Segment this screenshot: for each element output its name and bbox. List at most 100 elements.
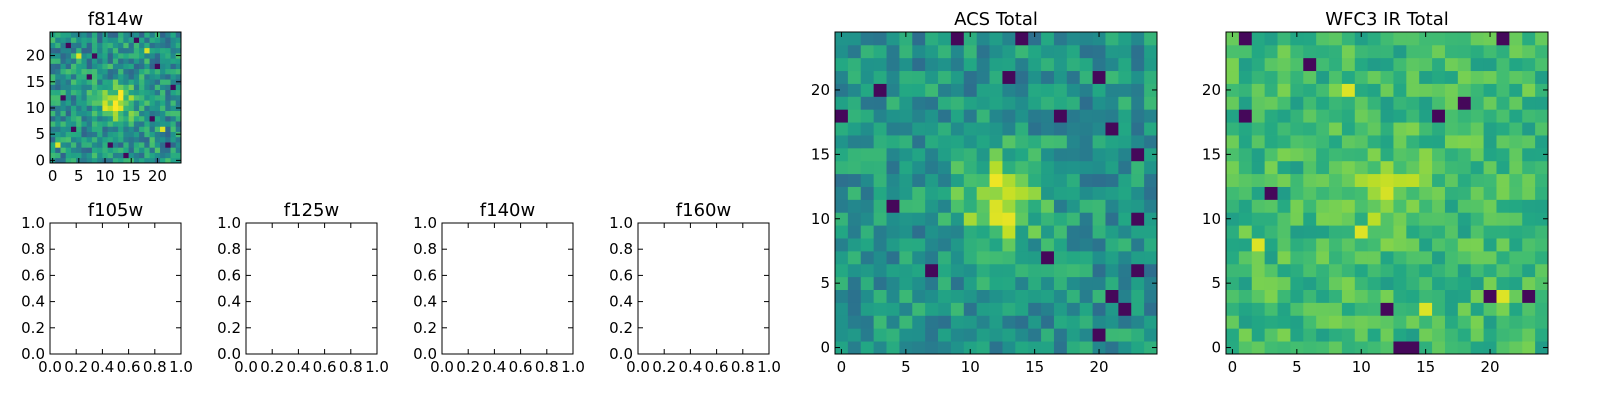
heatmap-cell bbox=[1354, 276, 1369, 290]
heatmap-cell bbox=[86, 58, 93, 64]
heatmap-cell bbox=[50, 136, 56, 143]
heatmap-cell bbox=[873, 315, 887, 329]
x-tick-label: 0.4 bbox=[286, 358, 310, 376]
heatmap-cell bbox=[165, 121, 171, 127]
heatmap-cell bbox=[1251, 225, 1266, 239]
heatmap-cell bbox=[160, 100, 166, 106]
heatmap-cell bbox=[1419, 199, 1433, 213]
heatmap-cell bbox=[97, 105, 103, 111]
heatmap-cell bbox=[925, 109, 939, 123]
heatmap-cell bbox=[1496, 122, 1510, 136]
heatmap-cell bbox=[165, 52, 171, 59]
heatmap-cell bbox=[1105, 341, 1119, 355]
heatmap-cell bbox=[963, 135, 978, 149]
heatmap-cell bbox=[1483, 70, 1497, 84]
heatmap-cell bbox=[1457, 315, 1472, 329]
heatmap-cell bbox=[1470, 289, 1484, 303]
heatmap-cell bbox=[1316, 173, 1330, 187]
heatmap-cell bbox=[1470, 109, 1484, 123]
heatmap-cell bbox=[989, 109, 1003, 123]
heatmap-cell bbox=[886, 160, 900, 175]
heatmap-cell bbox=[1303, 70, 1317, 84]
heatmap-cell bbox=[1432, 147, 1446, 162]
heatmap-cell bbox=[847, 135, 862, 149]
heatmap-cell bbox=[873, 147, 887, 162]
heatmap-cell bbox=[938, 212, 952, 226]
heatmap-cell bbox=[1329, 315, 1343, 329]
heatmap-cell bbox=[1226, 160, 1240, 175]
heatmap-cell bbox=[133, 115, 140, 122]
heatmap-cell bbox=[50, 68, 56, 75]
heatmap-cell bbox=[1264, 70, 1278, 84]
heatmap-cell bbox=[1079, 57, 1093, 72]
heatmap-cell bbox=[847, 302, 862, 316]
heatmap-cell bbox=[1406, 147, 1420, 162]
heatmap-cell bbox=[55, 105, 61, 111]
heatmap-cell bbox=[123, 131, 129, 138]
heatmap-cell bbox=[1041, 135, 1055, 149]
heatmap-cell bbox=[1329, 44, 1343, 59]
heatmap-cell bbox=[1432, 70, 1446, 84]
heatmap-cell bbox=[886, 135, 900, 149]
heatmap-cell bbox=[1002, 186, 1016, 200]
heatmap-cell bbox=[102, 89, 109, 96]
heatmap-cell bbox=[989, 135, 1003, 149]
heatmap-cell bbox=[1002, 199, 1016, 213]
heatmap-cell bbox=[1105, 238, 1119, 252]
heatmap-cell bbox=[170, 52, 177, 59]
heatmap-cell bbox=[1041, 315, 1055, 329]
heatmap-cell bbox=[873, 289, 887, 303]
heatmap-cell bbox=[112, 94, 119, 101]
heatmap-cell bbox=[873, 96, 887, 110]
heatmap-cell bbox=[1329, 186, 1343, 200]
heatmap-cell bbox=[1393, 341, 1407, 355]
heatmap-cell bbox=[81, 68, 88, 75]
heatmap-cell bbox=[60, 84, 67, 91]
axes-frame bbox=[245, 222, 378, 355]
heatmap-cell bbox=[1406, 212, 1420, 226]
heatmap-cell bbox=[1053, 212, 1068, 226]
heatmap-cell bbox=[873, 328, 887, 342]
heatmap-cell bbox=[1380, 341, 1394, 355]
heatmap-cell bbox=[976, 302, 990, 316]
heatmap-cell bbox=[118, 147, 124, 153]
heatmap-cell bbox=[60, 136, 67, 143]
heatmap-cell bbox=[976, 147, 990, 162]
heatmap-cell bbox=[899, 263, 913, 278]
heatmap-cell bbox=[1329, 57, 1343, 72]
heatmap-cell bbox=[170, 121, 177, 127]
heatmap-cell bbox=[133, 89, 140, 96]
heatmap-cell bbox=[1028, 57, 1042, 72]
heatmap-cell bbox=[1015, 122, 1029, 136]
y-tick-label: 0.2 bbox=[21, 319, 45, 337]
heatmap-cell bbox=[1041, 57, 1055, 72]
heatmap-cell bbox=[1028, 238, 1042, 252]
heatmap-cell bbox=[1118, 147, 1132, 162]
heatmap-cell bbox=[1226, 32, 1240, 46]
heatmap-cell bbox=[1406, 315, 1420, 329]
heatmap-cell bbox=[1393, 173, 1407, 187]
heatmap-cell bbox=[107, 121, 114, 127]
heatmap-cell bbox=[91, 142, 98, 148]
heatmap-cell bbox=[1105, 328, 1119, 342]
heatmap-cell bbox=[1105, 302, 1119, 316]
heatmap-cell bbox=[1341, 135, 1356, 149]
heatmap-cell bbox=[112, 79, 119, 85]
heatmap-cell bbox=[149, 131, 156, 138]
y-tick-label: 0.6 bbox=[21, 266, 45, 284]
heatmap-cell bbox=[847, 109, 862, 123]
heatmap-cell bbox=[1251, 70, 1266, 84]
heatmap-cell bbox=[1470, 147, 1484, 162]
heatmap-cell bbox=[912, 44, 926, 59]
heatmap-cell bbox=[976, 341, 990, 355]
heatmap-cell bbox=[1118, 109, 1132, 123]
heatmap-cell bbox=[160, 105, 166, 111]
heatmap-cell bbox=[963, 70, 978, 84]
heatmap-cell bbox=[149, 152, 156, 159]
heatmap-cell bbox=[1457, 186, 1472, 200]
heatmap-cell bbox=[165, 37, 171, 43]
heatmap-cell bbox=[86, 94, 93, 101]
heatmap-cell bbox=[128, 73, 135, 80]
heatmap-cell bbox=[1002, 83, 1016, 97]
heatmap-cell bbox=[1028, 328, 1042, 342]
